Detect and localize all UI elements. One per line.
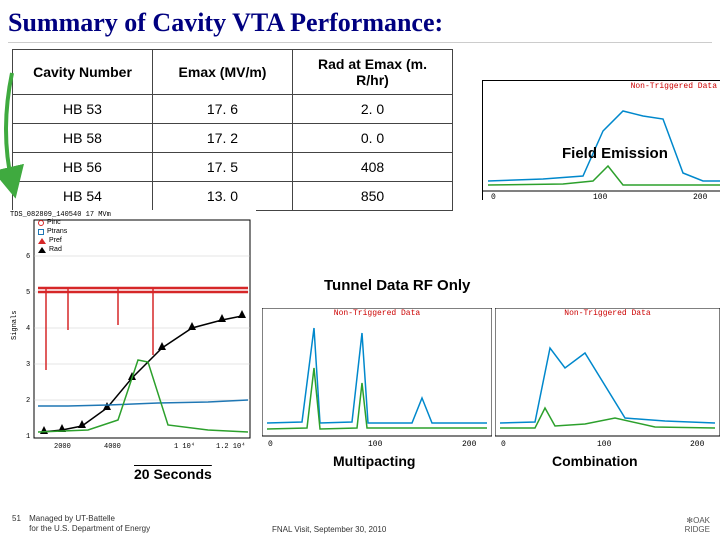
page-number: 51: [12, 514, 21, 524]
cell-rad: 2. 0: [293, 95, 453, 124]
col-header-cavity: Cavity Number: [13, 50, 153, 95]
svg-text:200: 200: [690, 440, 705, 448]
svg-text:Signals: Signals: [11, 311, 19, 340]
svg-text:2000: 2000: [54, 443, 71, 451]
multipacting-chart: Non-Triggered Data 0 100 200: [262, 308, 492, 448]
mult-chart-svg: 0 100 200: [262, 308, 492, 448]
table-row: HB 56 17. 5 408: [13, 153, 453, 182]
col-header-rad: Rad at Emax (m. R/hr): [293, 50, 453, 95]
cell-rad: 0. 0: [293, 124, 453, 153]
svg-text:1 10⁴: 1 10⁴: [174, 443, 195, 451]
combination-chart: Non-Triggered Data 0 100 200: [495, 308, 720, 448]
cell-emax: 13. 0: [153, 182, 293, 211]
twenty-seconds-label: 20 Seconds: [134, 466, 212, 482]
svg-text:200: 200: [462, 440, 477, 448]
tunnel-data-label: Tunnel Data RF Only: [324, 277, 470, 294]
page-title: Summary of Cavity VTA Performance:: [0, 0, 720, 42]
table-row: HB 53 17. 6 2. 0: [13, 95, 453, 124]
svg-text:6: 6: [26, 253, 30, 261]
chart-legend: Pinc Ptrans Pref Rad: [38, 218, 67, 254]
performance-table: Cavity Number Emax (MV/m) Rad at Emax (m…: [12, 49, 453, 211]
svg-text:100: 100: [368, 440, 383, 448]
svg-text:100: 100: [593, 193, 608, 201]
comb-chart-svg: 0 100 200: [495, 308, 720, 448]
oak-ridge-logo: ✻OAKRIDGE: [685, 516, 710, 534]
title-underline: [8, 42, 712, 43]
svg-text:1.2 10⁴: 1.2 10⁴: [216, 443, 245, 451]
field-emission-chart: Non-Triggered Data 0 100 200: [482, 80, 720, 200]
svg-text:2: 2: [26, 397, 30, 405]
field-emission-label: Field Emission: [562, 145, 668, 162]
svg-text:0: 0: [501, 440, 506, 448]
fe-chart-svg: 0 100 200: [483, 81, 720, 201]
cell-cavity: HB 53: [13, 95, 153, 124]
cell-cavity: HB 58: [13, 124, 153, 153]
svg-text:0: 0: [268, 440, 273, 448]
footer-center: FNAL Visit, September 30, 2010: [272, 525, 386, 534]
multipacting-label: Multipacting: [333, 453, 415, 469]
footer-left: 51 Managed by UT-Battelle for the U.S. D…: [12, 514, 150, 534]
cell-cavity: HB 56: [13, 153, 153, 182]
cell-cavity: HB 54: [13, 182, 153, 211]
svg-text:0: 0: [491, 193, 496, 201]
cell-rad: 850: [293, 182, 453, 211]
svg-text:100: 100: [597, 440, 612, 448]
svg-text:1: 1: [26, 433, 30, 441]
non-triggered-label: Non-Triggered Data: [334, 309, 420, 318]
svg-text:4000: 4000: [104, 443, 121, 451]
cell-emax: 17. 2: [153, 124, 293, 153]
svg-text:5: 5: [26, 289, 30, 297]
table-row: HB 58 17. 2 0. 0: [13, 124, 453, 153]
main-signal-chart: TDS_082809_140540 17 MVm 1 2 3 4 5 6 Sig…: [8, 210, 256, 458]
svg-text:200: 200: [693, 193, 708, 201]
table-row: HB 54 13. 0 850: [13, 182, 453, 211]
cell-rad: 408: [293, 153, 453, 182]
combination-label: Combination: [552, 453, 638, 469]
svg-text:3: 3: [26, 361, 30, 369]
non-triggered-label: Non-Triggered Data: [631, 82, 717, 91]
svg-text:4: 4: [26, 325, 30, 333]
col-header-emax: Emax (MV/m): [153, 50, 293, 95]
non-triggered-label: Non-Triggered Data: [564, 309, 650, 318]
cell-emax: 17. 5: [153, 153, 293, 182]
cell-emax: 17. 6: [153, 95, 293, 124]
highlight-arrow: [0, 61, 24, 201]
